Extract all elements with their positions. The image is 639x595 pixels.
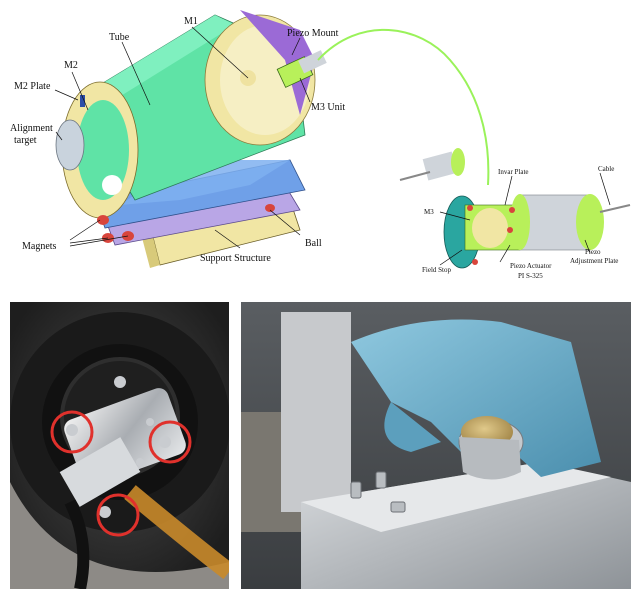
photo-gloved-hand-drawing (241, 302, 631, 589)
highlight-circles (50, 410, 192, 537)
label-m2: M2 (64, 60, 78, 71)
label-alignment: Alignment (10, 123, 53, 134)
label-adjustment-plate: Adjustment Plate (570, 257, 618, 265)
support-structure-drawing (94, 159, 306, 268)
photo-gloved-hand (241, 302, 631, 589)
photo-mounted-unit (10, 302, 229, 589)
magnets-drawing (97, 204, 275, 243)
label-target: target (14, 135, 37, 146)
highlight-circle-bottom (96, 493, 140, 537)
leader-lines (54, 26, 611, 266)
m3-unit-drawing (276, 50, 327, 88)
highlight-circle-right (148, 420, 192, 464)
label-m3: M3 (424, 208, 434, 216)
m2-plate-drawing (55, 81, 139, 219)
label-field-stop: Field Stop (422, 266, 451, 274)
inset-m3-drawing (399, 148, 631, 269)
label-m1: M1 (184, 16, 198, 27)
label-piezo-actuator: Piezo Actuator (510, 262, 552, 270)
label-magnets: Magnets (22, 241, 57, 252)
highlight-circle-left (50, 410, 94, 454)
label-piezo: Piezo (585, 248, 601, 256)
label-support-structure: Support Structure (200, 253, 271, 264)
cable-drawing (317, 28, 490, 186)
cad-diagram: M1 Tube Piezo Mount M2 M2 Plate M3 Unit … (10, 10, 631, 280)
label-invar-plate: Invar Plate (498, 168, 529, 176)
label-pi-s325: PI S-325 (518, 272, 543, 280)
label-piezo-mount: Piezo Mount (287, 28, 339, 39)
label-ball: Ball (305, 238, 322, 249)
label-cable: Cable (598, 165, 614, 173)
cad-diagram-panel: M1 Tube Piezo Mount M2 M2 Plate M3 Unit … (0, 0, 639, 290)
alignment-target-drawing (55, 119, 85, 171)
photo-mounted-unit-drawing (10, 302, 229, 589)
label-m2-plate: M2 Plate (14, 81, 51, 92)
label-tube: Tube (109, 32, 130, 43)
label-m3-unit: M3 Unit (311, 102, 345, 113)
